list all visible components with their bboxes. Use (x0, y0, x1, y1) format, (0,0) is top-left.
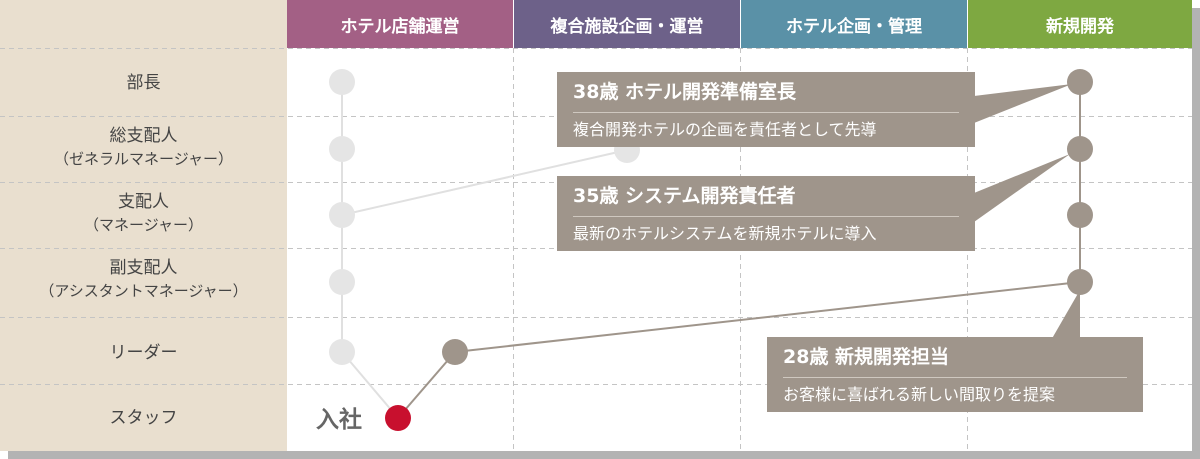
row-labels-panel: 部長 総支配人 （ゼネラルマネージャー） 支配人 （マネージャー） 副支配人 （… (0, 0, 287, 451)
active-path (397, 82, 1081, 419)
board: 部長 総支配人 （ゼネラルマネージャー） 支配人 （マネージャー） 副支配人 （… (0, 0, 1192, 451)
row-label-subtext: （アシスタントマネージャー） (39, 282, 248, 300)
callout-description: お客様に喜ばれる新しい間取りを提案 (783, 385, 1056, 404)
entry-label: 入社 (316, 407, 362, 433)
column-header-hotel-planning: ホテル企画・管理 (741, 0, 967, 48)
column-header-label: 新規開発 (1046, 16, 1114, 37)
callout-title: 38歳 ホテル開発準備室長 (573, 72, 959, 113)
row-label-assistant-manager: 副支配人 （アシスタントマネージャー） (0, 257, 287, 303)
column-header-label: ホテル店舗運営 (340, 16, 460, 37)
row-label-staff: スタッフ (0, 407, 287, 430)
row-label-bucho: 部長 (0, 72, 287, 95)
column-header-new-development: 新規開発 (968, 0, 1192, 48)
inactive-node (329, 69, 355, 95)
row-label-text: 部長 (126, 73, 161, 93)
inactive-node (329, 269, 355, 295)
active-node (1067, 269, 1093, 295)
inactive-node (329, 136, 355, 162)
callout-description: 最新のホテルシステムを新規ホテルに導入 (573, 224, 877, 243)
callout-pointers (974, 84, 1080, 342)
callout-title: 35歳 システム開発責任者 (573, 176, 959, 217)
row-label-general-manager: 総支配人 （ゼネラルマネージャー） (0, 125, 287, 171)
active-node (442, 339, 468, 365)
column-header-hotel-store-operations: ホテル店舗運営 (287, 0, 513, 48)
column-header-label: ホテル企画・管理 (786, 16, 922, 37)
row-label-text: 支配人 (118, 192, 169, 212)
callout-description: 複合開発ホテルの企画を責任者として先導 (573, 120, 877, 139)
row-label-text: スタッフ (109, 408, 178, 428)
column-header-complex-facility: 複合施設企画・運営 (514, 0, 740, 48)
inactive-node (329, 339, 355, 365)
row-label-manager: 支配人 （マネージャー） (0, 191, 287, 237)
callout-age-35: 35歳 システム開発責任者 最新のホテルシステムを新規ホテルに導入 (557, 176, 975, 251)
row-label-text: 副支配人 (109, 258, 178, 278)
column-header-label: 複合施設企画・運営 (550, 16, 704, 37)
callout-age-28: 28歳 新規開発担当 お客様に喜ばれる新しい間取りを提案 (767, 337, 1143, 412)
active-nodes (442, 69, 1093, 365)
callout-title: 28歳 新規開発担当 (783, 337, 1127, 378)
row-label-text: 総支配人 (109, 126, 178, 146)
active-node (1067, 202, 1093, 228)
row-label-subtext: （マネージャー） (84, 216, 203, 234)
callout-age-38: 38歳 ホテル開発準備室長 複合開発ホテルの企画を責任者として先導 (557, 72, 975, 147)
entry-node (385, 405, 411, 431)
row-label-leader: リーダー (0, 342, 287, 365)
row-label-text: リーダー (109, 343, 178, 363)
active-node (1067, 136, 1093, 162)
inactive-node (329, 202, 355, 228)
row-label-subtext: （ゼネラルマネージャー） (54, 150, 233, 168)
active-node (1067, 69, 1093, 95)
